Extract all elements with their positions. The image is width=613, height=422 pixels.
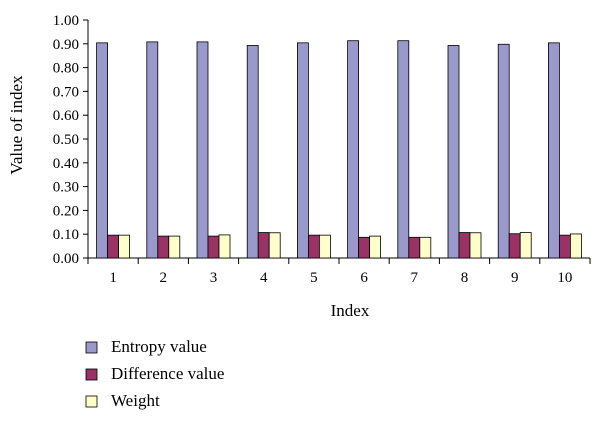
- bar-entropy-value-1: [96, 42, 108, 259]
- bar-weight-7: [419, 236, 432, 259]
- x-tick-label: 2: [160, 270, 168, 286]
- y-tick-label: 1.00: [53, 13, 79, 29]
- legend-swatch: [85, 395, 98, 408]
- x-tick-label: 6: [360, 270, 368, 286]
- x-tick-label: 7: [411, 270, 419, 286]
- bars: [96, 40, 582, 259]
- x-tick-label: 3: [210, 270, 218, 286]
- bar-weight-1: [118, 234, 130, 259]
- legend-label: Weight: [111, 391, 160, 410]
- legend-label: Entropy value: [111, 337, 207, 356]
- y-tick-label: 0.00: [53, 251, 79, 267]
- y-tick-label: 0.60: [53, 108, 79, 124]
- bar-difference-value-6: [358, 236, 371, 259]
- bar-difference-value-2: [157, 235, 170, 259]
- x-tick-label: 10: [557, 270, 572, 286]
- legend-label: Difference value: [111, 364, 224, 383]
- y-tick-label: 0.20: [53, 203, 79, 219]
- bar-difference-value-1: [107, 234, 119, 259]
- y-tick-label: 0.10: [53, 227, 79, 243]
- bar-difference-value-4: [257, 232, 270, 259]
- y-tick-label: 0.90: [53, 37, 79, 53]
- y-tick-label: 0.30: [53, 180, 79, 196]
- x-tick-label: 5: [310, 270, 318, 286]
- x-axis-label: Index: [331, 301, 370, 320]
- bar-entropy-value-9: [497, 43, 510, 259]
- x-tick-label: 1: [109, 270, 117, 286]
- bar-entropy-value-3: [196, 41, 209, 259]
- y-axis-label: Value of index: [7, 75, 26, 175]
- bar-entropy-value-6: [347, 40, 360, 259]
- y-axis: 0.00 0.10 0.20 0.30 0.40 0.50 0.60 0.70 0.80 0.90…: [53, 13, 89, 267]
- x-axis: 1 2 3 4 5 6 7 8 9 10: [87, 257, 591, 286]
- y-tick-label: 0.80: [53, 61, 79, 77]
- bar-weight-6: [369, 235, 382, 259]
- bar-entropy-value-5: [296, 42, 309, 259]
- x-tick-label: 8: [461, 270, 469, 286]
- bar-weight-3: [218, 234, 231, 259]
- bar-difference-value-5: [307, 234, 320, 259]
- y-tick-label: 0.70: [53, 84, 79, 100]
- bar-difference-value-7: [408, 236, 421, 259]
- bar-difference-value-3: [207, 235, 220, 259]
- bar-difference-value-10: [559, 234, 571, 259]
- legend-swatch: [85, 368, 98, 381]
- y-tick-label: 0.50: [53, 132, 79, 148]
- bar-entropy-value-4: [246, 45, 259, 259]
- y-tick-label: 0.40: [53, 156, 79, 172]
- bar-weight-4: [268, 232, 281, 259]
- bar-weight-8: [469, 232, 482, 259]
- bar-weight-10: [570, 233, 582, 259]
- bar-entropy-value-7: [397, 40, 410, 259]
- legend: Entropy value Difference value Weight: [85, 337, 224, 410]
- bar-weight-9: [519, 232, 532, 259]
- x-tick-label: 9: [511, 270, 519, 286]
- x-tick-label: 4: [260, 270, 268, 286]
- bar-difference-value-9: [508, 233, 521, 259]
- bar-entropy-value-10: [548, 42, 560, 259]
- bar-difference-value-8: [458, 232, 471, 259]
- bar-weight-5: [318, 234, 331, 259]
- legend-swatch: [85, 341, 98, 354]
- bar-weight-2: [168, 235, 181, 259]
- bar-entropy-value-8: [447, 45, 460, 259]
- bar-entropy-value-2: [146, 41, 159, 259]
